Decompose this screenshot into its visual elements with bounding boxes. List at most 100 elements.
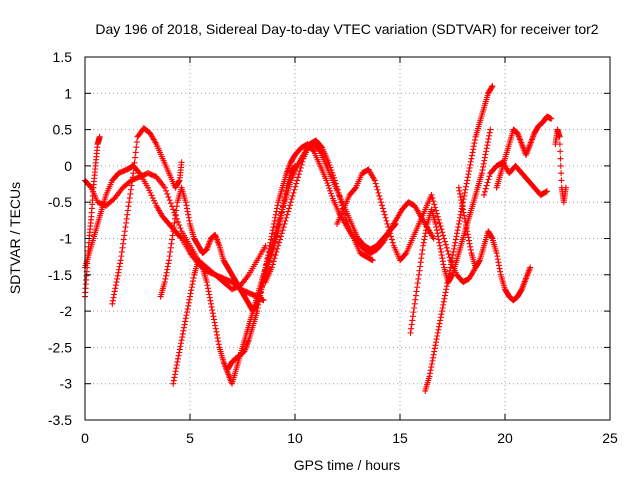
data-point [439,229,446,236]
data-point [161,184,168,191]
y-tick-label: -2 [60,303,73,319]
data-point [456,217,463,224]
data-point [123,215,130,222]
data-point [270,258,277,265]
data-point [485,176,492,183]
data-point [428,191,435,198]
data-point [433,339,439,346]
data-point [558,170,565,177]
data-point [173,203,180,210]
data-point [467,158,474,165]
data-point [184,309,190,316]
data-point [402,251,409,258]
data-point [418,251,425,258]
data-point [562,184,569,191]
data-point [548,115,555,122]
data-point [287,199,294,206]
data-point [111,291,118,298]
data-point [442,241,449,248]
data-point [172,211,179,218]
data-point [175,355,181,362]
data-point [163,269,170,276]
data-point [211,316,217,323]
data-point [436,320,443,327]
x-tick-labels: 0 5 10 15 20 25 [81,430,618,446]
data-point [165,194,172,201]
data-point [274,245,281,252]
data-point [438,226,445,233]
data-point [451,242,458,249]
data-point [441,295,448,302]
data-point [260,273,267,280]
data-point [483,182,490,189]
data-point [184,306,191,313]
data-point [177,234,184,241]
data-point [489,83,496,90]
data-point [412,296,419,303]
data-point [371,177,378,184]
data-point [288,196,295,203]
data-point [203,279,210,286]
x-tick-label: 20 [497,430,513,446]
data-point [167,244,174,251]
data-point [328,192,335,199]
data-point [145,184,151,191]
data-point [544,188,550,195]
data-point [423,227,430,234]
data-point [443,286,450,293]
data-point [493,250,500,257]
data-point [455,184,462,191]
data-point [131,159,138,166]
series-sat-k [422,83,496,394]
data-point [273,248,280,255]
data-point [274,205,280,212]
data-point [457,190,463,197]
data-point [454,230,460,237]
data-point [333,183,340,190]
data-point [213,328,220,335]
data-point [378,199,385,206]
data-point [199,263,205,270]
y-tick-label: 1 [64,85,72,101]
data-point [187,290,194,297]
data-point [388,236,395,243]
data-point [170,380,177,387]
data-point [426,373,433,380]
data-point [476,258,483,265]
data-point [436,219,443,226]
data-point [135,169,142,176]
series-sat-o [552,126,569,206]
data-point [439,255,446,262]
data-point [494,256,501,263]
data-point [274,202,281,209]
data-point [433,224,440,231]
data-point [466,164,473,171]
data-point [446,254,453,261]
data-point [289,192,296,199]
data-point [409,313,416,320]
data-point [172,371,178,378]
data-point [183,312,190,319]
data-point [279,227,286,234]
data-point [468,155,475,162]
data-point [205,288,212,295]
axis-ticks [84,56,611,421]
data-point [372,180,379,187]
data-point [185,302,192,309]
data-point [497,268,504,275]
data-point [422,230,429,237]
series-sat-n [481,159,550,198]
data-point [255,301,262,308]
data-point [178,340,184,347]
data-point [440,261,447,268]
data-point [387,230,394,237]
data-point [129,178,136,185]
series-sat-l [455,184,534,304]
data-point [149,195,156,202]
data-point [376,192,383,199]
data-point [185,214,192,221]
data-point [277,233,284,240]
data-point [182,199,189,206]
data-point [297,164,304,171]
data-point [280,224,287,231]
